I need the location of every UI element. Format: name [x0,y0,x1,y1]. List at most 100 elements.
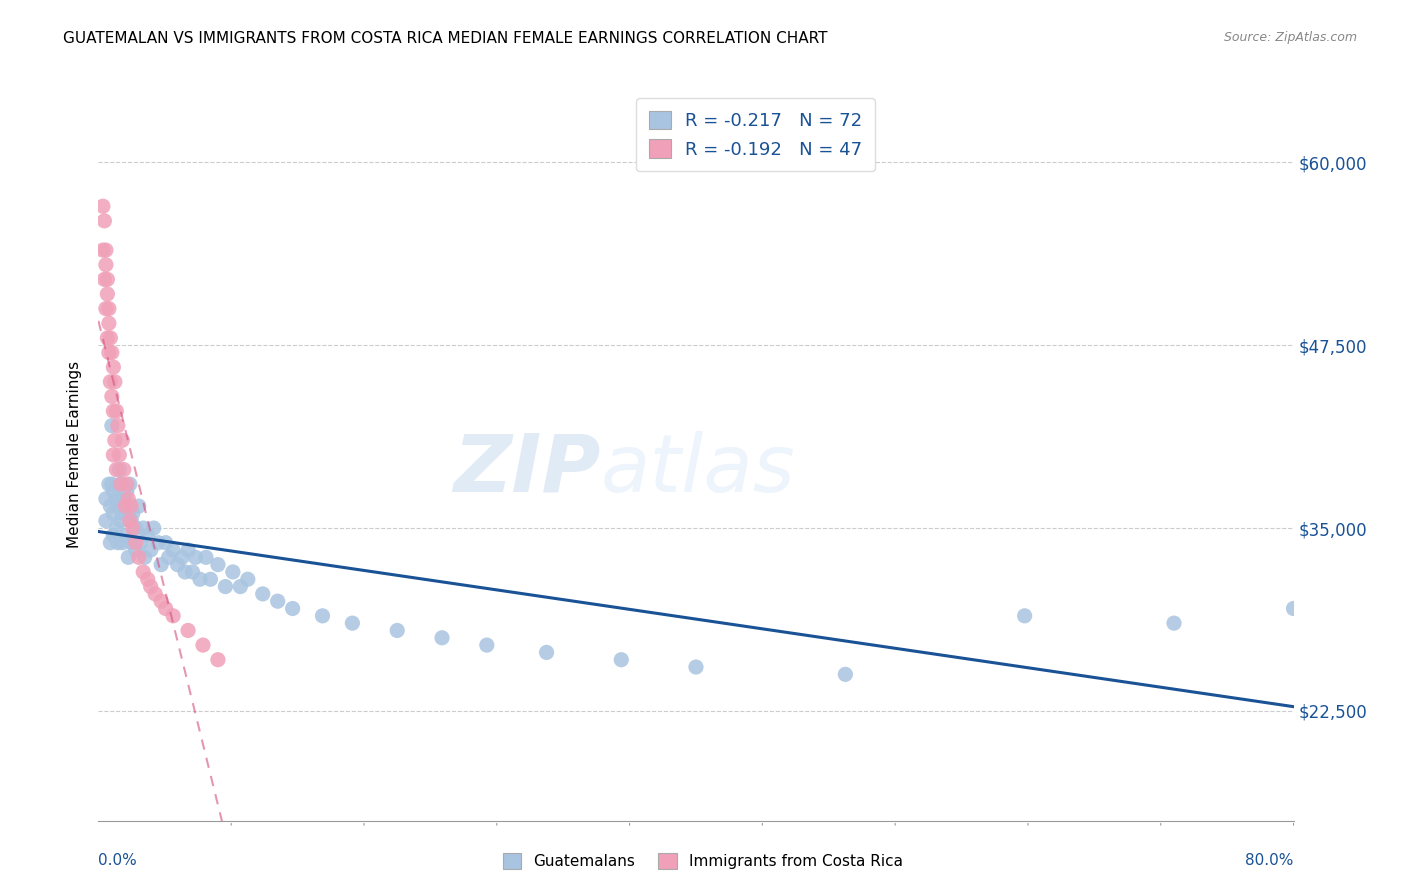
Point [105,462,128,476]
Point [125,543,148,558]
Point [430,631,453,645]
Point [103,404,125,418]
Point [111,535,134,549]
Point [115,477,138,491]
Point [94,243,117,257]
Point [1282,601,1305,615]
Point [111,434,134,448]
Point [214,580,236,594]
Point [97,477,120,491]
Point [97,316,120,330]
Point [610,653,633,667]
Point [132,565,155,579]
Point [103,360,125,375]
Y-axis label: Median Female Earnings: Median Female Earnings [67,361,83,549]
Point [97,301,120,316]
Point [110,477,132,491]
Point [121,507,143,521]
Point [172,550,194,565]
Point [96,331,118,345]
Point [342,616,364,631]
Point [103,448,125,462]
Point [222,565,245,579]
Point [174,565,197,579]
Legend: Guatemalans, Immigrants from Costa Rica: Guatemalans, Immigrants from Costa Rica [496,847,910,875]
Point [108,462,131,476]
Point [236,572,259,586]
Point [107,418,129,433]
Point [110,477,132,491]
Text: 80.0%: 80.0% [1246,853,1294,868]
Point [475,638,498,652]
Point [114,507,136,521]
Point [101,418,124,433]
Point [103,507,125,521]
Point [125,521,148,535]
Point [114,528,136,542]
Point [148,535,170,549]
Point [834,667,856,681]
Point [136,528,159,542]
Point [162,543,184,558]
Point [101,389,124,403]
Point [229,580,252,594]
Point [117,550,139,565]
Point [117,507,139,521]
Point [177,624,200,638]
Point [120,514,142,528]
Point [188,572,211,586]
Point [94,301,117,316]
Point [117,491,139,506]
Point [162,608,184,623]
Point [107,535,129,549]
Point [128,499,150,513]
Point [136,572,159,586]
Point [108,448,131,462]
Point [115,484,138,499]
Point [252,587,274,601]
Point [98,375,122,389]
Point [150,558,173,572]
Point [120,535,142,549]
Text: atlas: atlas [600,431,796,508]
Point [97,345,120,359]
Point [155,535,177,549]
Point [195,550,218,565]
Point [118,514,141,528]
Point [129,535,152,549]
Point [112,491,135,506]
Point [143,587,166,601]
Legend: R = -0.217   N = 72, R = -0.192   N = 47: R = -0.217 N = 72, R = -0.192 N = 47 [637,98,875,171]
Point [98,331,122,345]
Point [112,462,135,476]
Point [101,345,124,359]
Point [101,477,124,491]
Point [93,272,115,286]
Point [94,258,117,272]
Point [181,565,204,579]
Point [155,601,177,615]
Point [104,375,127,389]
Point [103,528,125,542]
Point [110,514,132,528]
Point [111,507,134,521]
Point [142,521,165,535]
Point [107,499,129,513]
Point [134,550,156,565]
Point [121,521,143,535]
Point [536,645,558,659]
Point [139,543,162,558]
Point [93,214,115,228]
Point [281,601,304,615]
Point [125,535,148,549]
Point [132,521,155,535]
Point [120,499,142,513]
Point [311,608,333,623]
Point [96,272,118,286]
Point [200,572,222,586]
Point [91,199,114,213]
Point [91,243,114,257]
Point [94,491,117,506]
Point [177,543,200,558]
Point [94,514,117,528]
